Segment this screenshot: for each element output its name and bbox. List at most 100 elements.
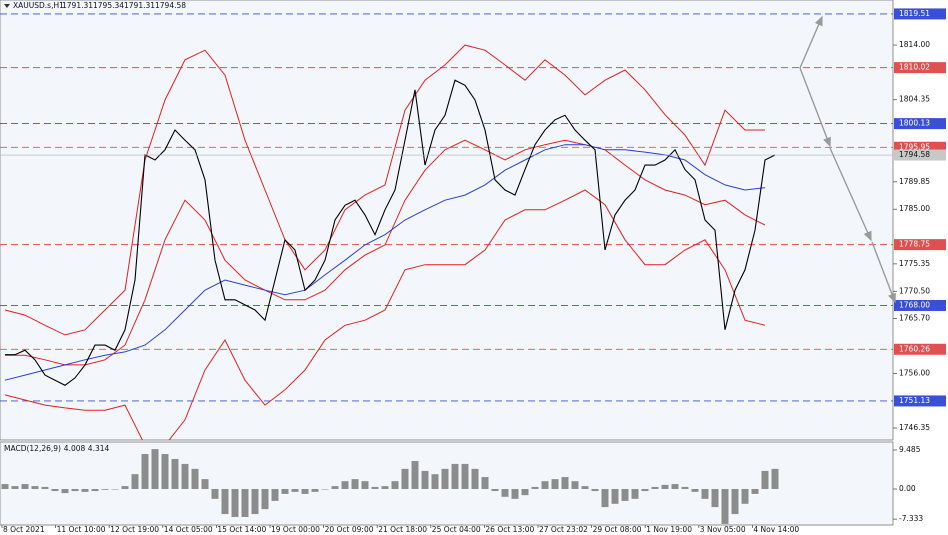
price-line (5, 79, 776, 386)
macd-bar (111, 488, 119, 490)
macd-bar (31, 486, 39, 489)
level-label: 1819.51 (899, 9, 930, 18)
macd-bar (401, 468, 409, 489)
macd-bar (311, 488, 319, 492)
macd-bar (661, 484, 669, 489)
macd-bar (501, 488, 509, 497)
macd-bar (601, 488, 609, 508)
level-label: 1810.02 (899, 63, 930, 72)
macd-bar (471, 468, 479, 489)
macd-bar (541, 481, 549, 489)
macd-bar (421, 470, 429, 489)
indicator-line (4, 44, 765, 336)
macd-bar (191, 468, 199, 489)
level-label-box (894, 118, 946, 130)
macd-plot (1, 449, 779, 524)
macd-bar (711, 488, 719, 508)
macd-bar (581, 486, 589, 489)
symbol: XAUUSD.s,H1 (13, 1, 64, 10)
menu-triangle[interactable] (4, 4, 10, 8)
macd-bar (571, 481, 579, 489)
macd-bar (151, 449, 159, 489)
x-tick-label: 29 Oct 08:00 (593, 525, 642, 534)
level-label-box (894, 8, 946, 20)
header: XAUUSD.s,H1 1791.31 1795.34 1791.31 1794.58 (13, 1, 186, 10)
macd-reading: 4.008 (64, 444, 86, 453)
macd-bar (301, 488, 309, 494)
macd-bar (141, 454, 149, 489)
macd-bar (281, 488, 289, 494)
macd-bar (381, 486, 389, 489)
macd-bar (291, 488, 299, 492)
macd-bar (461, 463, 469, 489)
macd-bar (241, 488, 249, 517)
macd-bar (221, 488, 229, 515)
y-tick-label: 1756.00 (899, 368, 930, 377)
macd-bar (271, 488, 279, 501)
y-tick-label: 1775.35 (899, 259, 930, 268)
y-tick-label: 1814.00 (899, 40, 930, 49)
macd-bar (591, 488, 599, 492)
macd-bar (321, 488, 329, 490)
indicator-line (5, 139, 766, 366)
macd-bar (441, 468, 449, 489)
macd-bar (261, 488, 269, 510)
ohlc-value: 1795.34 (93, 1, 124, 10)
macd-bar (761, 470, 769, 489)
ohlc-value: 1791.31 (62, 1, 93, 10)
y-tick-label: 1804.35 (899, 95, 930, 104)
x-tick-label: 25 Oct 04:00 (432, 525, 481, 534)
y-tick-label: -7.333 (899, 514, 923, 523)
macd-bar (681, 486, 689, 489)
y-tick-label: 1785.00 (899, 204, 930, 213)
macd-bar (201, 479, 209, 489)
last-price-box (894, 149, 946, 161)
macd-bar (621, 488, 629, 501)
level-label-box (894, 141, 946, 153)
x-tick-label: 4 Nov 14:00 (753, 525, 799, 534)
x-tick-label: 21 Oct 18:00 (378, 525, 427, 534)
x-tick-label: 19 Oct 00:00 (271, 525, 320, 534)
x-tick-label: 26 Oct 13:00 (485, 525, 534, 534)
macd-bar (11, 486, 19, 489)
level-label-box (894, 299, 946, 311)
x-tick-label: 20 Oct 09:00 (325, 525, 374, 534)
macd-bar (561, 477, 569, 489)
x-tick-label: 3 Nov 05:00 (700, 525, 746, 534)
macd-bar (641, 488, 649, 492)
macd-bar (491, 488, 499, 492)
level-label: 1760.26 (899, 344, 930, 353)
macd-bar (691, 488, 699, 492)
y-tick-label: 1765.70 (899, 313, 930, 322)
x-tick-label: 8 Oct 2021 (3, 525, 45, 534)
level-label: 1768.00 (899, 300, 930, 309)
macd-bar (21, 484, 29, 489)
level-label: 1778.75 (899, 240, 930, 249)
macd-bar (351, 479, 359, 489)
x-tick-label: 14 Oct 05:00 (164, 525, 213, 534)
macd-bar (41, 486, 49, 489)
macd-bar (131, 474, 139, 489)
last-price-label: 1794.58 (899, 150, 930, 159)
ohlc-value: 1791.31 (124, 1, 155, 10)
price-panel (0, 0, 894, 441)
macd-bar (251, 488, 259, 515)
y-tick-label: 0.00 (899, 484, 916, 493)
macd-bar (361, 481, 369, 489)
macd-bar (631, 488, 639, 499)
macd-bar (531, 486, 539, 489)
macd-bar (411, 461, 419, 489)
x-tick-label: 12 Oct 19:00 (110, 525, 159, 534)
macd-bar (181, 463, 189, 489)
macd-reading: 4.314 (88, 444, 110, 453)
axes: 1814.00 1804.35 1789.85 1785.00 1775.35 1770.… (1, 8, 946, 534)
macd-bar (371, 486, 379, 489)
macd-bar (161, 454, 169, 489)
macd-bar (771, 468, 779, 489)
macd-bar (611, 488, 619, 504)
macd-bar (671, 484, 679, 489)
arrow (799, 15, 823, 69)
ohlc-value: 1794.58 (155, 1, 186, 10)
arrow (799, 67, 831, 148)
